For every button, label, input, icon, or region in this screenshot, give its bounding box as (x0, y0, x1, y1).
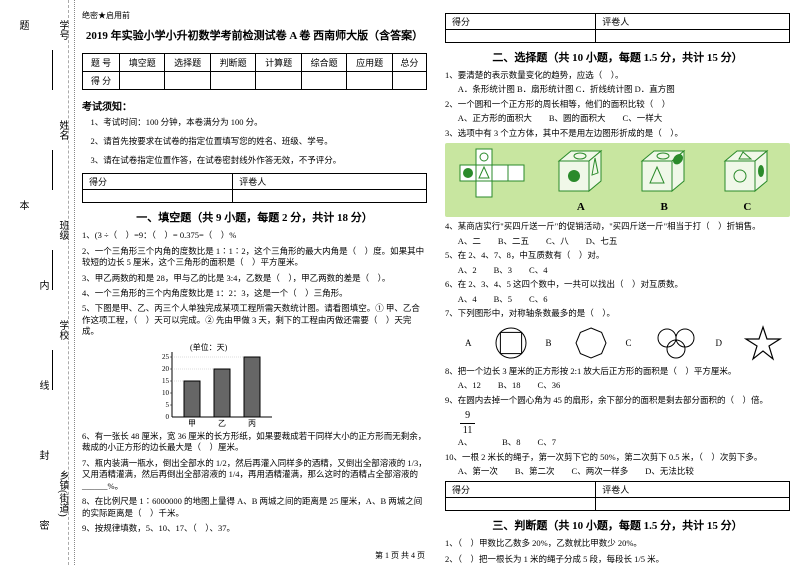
binding-inner-0: 内 (35, 280, 50, 290)
scorer-box-1: 得分评卷人 (82, 173, 427, 203)
q2-1-opts: A．条形统计图 B．扇形统计图 C．折线统计图 D．直方图 (445, 84, 790, 95)
shape-a-label: A (465, 338, 472, 348)
svg-text:10: 10 (162, 389, 170, 397)
notice-3: 3、请在试卷指定位置作答，在试卷密封线外作答无效，不予评分。 (82, 155, 427, 166)
q2-2: 2、一个圆和一个正方形的周长相等，他们的面积比较（ ） (445, 99, 790, 110)
q1-4: 4、一个三角形的三个内角度数比是 1：2：3，这是一个（ ）三角形。 (82, 288, 427, 299)
notice-title: 考试须知： (82, 98, 427, 113)
right-column: 得分评卷人 二、选择题（共 10 小题，每题 1.5 分，共计 15 分） 1、… (445, 10, 790, 567)
shape-d (744, 325, 782, 361)
cube-diagram-row: A B (445, 143, 790, 217)
q1-1: 1、(3 ÷（ ）=9：（ ）= 0.375=（ ）% (82, 230, 427, 241)
binding-edge-0: 题 (15, 20, 30, 30)
shape-c-label: C (626, 338, 632, 348)
q2-2-opts: A、正方形的面积大 B、圆的面积大 C、一样大 (445, 113, 790, 124)
q1-8: 8、在比例尺是 1∶6000000 的地图上量得 A、B 两城之间的距离是 25… (82, 496, 427, 519)
svg-text:5: 5 (166, 401, 170, 409)
score-h0: 题 号 (83, 54, 120, 72)
shape-b-label: B (546, 338, 552, 348)
q2-9-opts: 911 A、 B、8 C、7 (445, 409, 790, 448)
q2-4-opts: A、二 B、二五 C、八 D、七五 (445, 236, 790, 247)
binding-margin: 学号 姓名 班级 学校 乡镇(街道) 内 线 封 密 题 本 (0, 0, 75, 565)
q2-6-opts: A、4 B、5 C、6 (445, 294, 790, 305)
cube-net (458, 147, 528, 207)
cube-label-b: B (634, 201, 694, 213)
score-h7: 总分 (392, 54, 426, 72)
notice-2: 2、请首先按要求在试卷的指定位置填写您的姓名、班级、学号。 (82, 136, 427, 147)
svg-text:乙: 乙 (218, 419, 226, 427)
binding-inner-2: 封 (35, 450, 50, 460)
score-h1: 填空题 (119, 54, 164, 72)
score-h2: 选择题 (165, 54, 210, 72)
score-table: 题 号 填空题 选择题 判断题 计算题 综合题 应用题 总分 得 分 (82, 53, 427, 90)
q2-1: 1、要清楚的表示数量变化的趋势，应选（ ）。 (445, 70, 790, 81)
q2-3: 3、选项中有 3 个立方体，其中不是用左边图形折成的是（ ）。 (445, 128, 790, 139)
q2-10-opts: A、第一次 B、第二次 C、两次一样多 D、无法比较 (445, 466, 790, 477)
binding-inner-1: 线 (35, 380, 50, 390)
q1-6: 6、有一张长 48 厘米，宽 36 厘米的长方形纸，如果要裁成若干同样大小的正方… (82, 431, 427, 454)
svg-text:20: 20 (162, 365, 170, 373)
section1-title: 一、填空题（共 9 小题，每题 2 分，共计 18 分） (82, 209, 427, 225)
q1-7: 7、瓶内装满一瓶水，倒出全部水的 1/2，然后再灌入同样多的酒精，又倒出全部溶液… (82, 458, 427, 492)
exam-title: 2019 年实验小学小升初数学考前检测试卷 A 卷 西南师大版（含答案） (82, 27, 427, 43)
q1-3: 3、甲乙两数的和是 28，甲与乙的比是 3:4，乙数是（ ），甲乙两数的差是（ … (82, 273, 427, 284)
svg-text:甲: 甲 (188, 419, 196, 427)
q1-2: 2、一个三角形三个内角的度数比是 1∶1∶2，这个三角形的最大内角是（ ）度。如… (82, 246, 427, 269)
cube-label-a: A (551, 201, 611, 213)
score-h4: 计算题 (256, 54, 301, 72)
cube-b (634, 147, 694, 197)
cube-label-c: C (717, 201, 777, 213)
notice-1: 1、考试时间：100 分钟，本卷满分为 100 分。 (82, 117, 427, 128)
binding-edge-1: 本 (15, 200, 30, 210)
q2-6: 6、在 2、3、4、5 这四个数中，一共可以找出（ ）对互质数。 (445, 279, 790, 290)
svg-text:0: 0 (166, 413, 170, 421)
q1-5: 5、下图是甲、乙、丙三个人单独完成某项工程所需天数统计图。请看图填空。① 甲、乙… (82, 303, 427, 337)
section2-title: 二、选择题（共 10 小题，每题 1.5 分，共计 15 分） (445, 49, 790, 65)
svg-text:25: 25 (162, 353, 170, 361)
chart-ylabel: (单位：天) (190, 342, 228, 352)
cube-c (717, 147, 777, 197)
score-h5: 综合题 (301, 54, 346, 72)
left-column: 绝密★启用前 2019 年实验小学小升初数学考前检测试卷 A 卷 西南师大版（含… (82, 10, 427, 567)
score-r2-label: 得 分 (83, 72, 120, 90)
q2-9: 9、在圆内去掉一个圆心角为 45 的扇形，余下部分的面积是剩去部分面积的（ ）倍… (445, 395, 790, 406)
shapes-row: A B C D (465, 325, 790, 361)
score-h3: 判断题 (210, 54, 255, 72)
section3-title: 三、判断题（共 10 小题，每题 1.5 分，共计 15 分） (445, 517, 790, 533)
page-footer: 第 1 页 共 4 页 (0, 550, 800, 561)
q2-5: 5、在 2、4、7、8，中互质数有（ ）对。 (445, 250, 790, 261)
scorer-box-2: 得分评卷人 (445, 13, 790, 43)
bar-chart: (单位：天) 0 5 10 15 20 25 甲 乙 丙 (142, 342, 282, 427)
q2-8-opts: A、12 B、18 C、36 (445, 380, 790, 391)
shape-c (654, 326, 698, 360)
q2-10: 10、一根 2 米长的绳子，第一次剪下它的 50%，第二次剪下 0.5 米，（ … (445, 452, 790, 463)
q2-7: 7、下列图形中，对称轴条数最多的是（ ）。 (445, 308, 790, 319)
score-h6: 应用题 (347, 54, 392, 72)
shape-d-label: D (716, 338, 723, 348)
shape-b (574, 326, 608, 360)
q1-9: 9、按规律填数，5、10、17、（ ）、37。 (82, 523, 427, 534)
scorer-c1: 得分 (83, 174, 233, 190)
scorer-box-3: 得分评卷人 (445, 481, 790, 511)
secret-label: 绝密★启用前 (82, 10, 427, 21)
q2-8: 8、把一个边长 3 厘米的正方形按 2:1 放大后正方形的面积是（ ）平方厘米。 (445, 366, 790, 377)
cube-a (551, 147, 611, 197)
q2-5-opts: A、2 B、3 C、4 (445, 265, 790, 276)
svg-text:15: 15 (162, 377, 170, 385)
binding-inner-3: 密 (35, 520, 50, 530)
q3-1: 1、（ ）甲数比乙数多 20%，乙数就比甲数少 20%。 (445, 538, 790, 549)
q2-4: 4、某商店实行"买四斤送一斤"的促销活动，"买四斤送一斤"相当于打（ ）折销售。 (445, 221, 790, 232)
shape-a (494, 326, 528, 360)
svg-text:丙: 丙 (248, 419, 256, 427)
scorer-c2: 评卷人 (233, 174, 427, 190)
